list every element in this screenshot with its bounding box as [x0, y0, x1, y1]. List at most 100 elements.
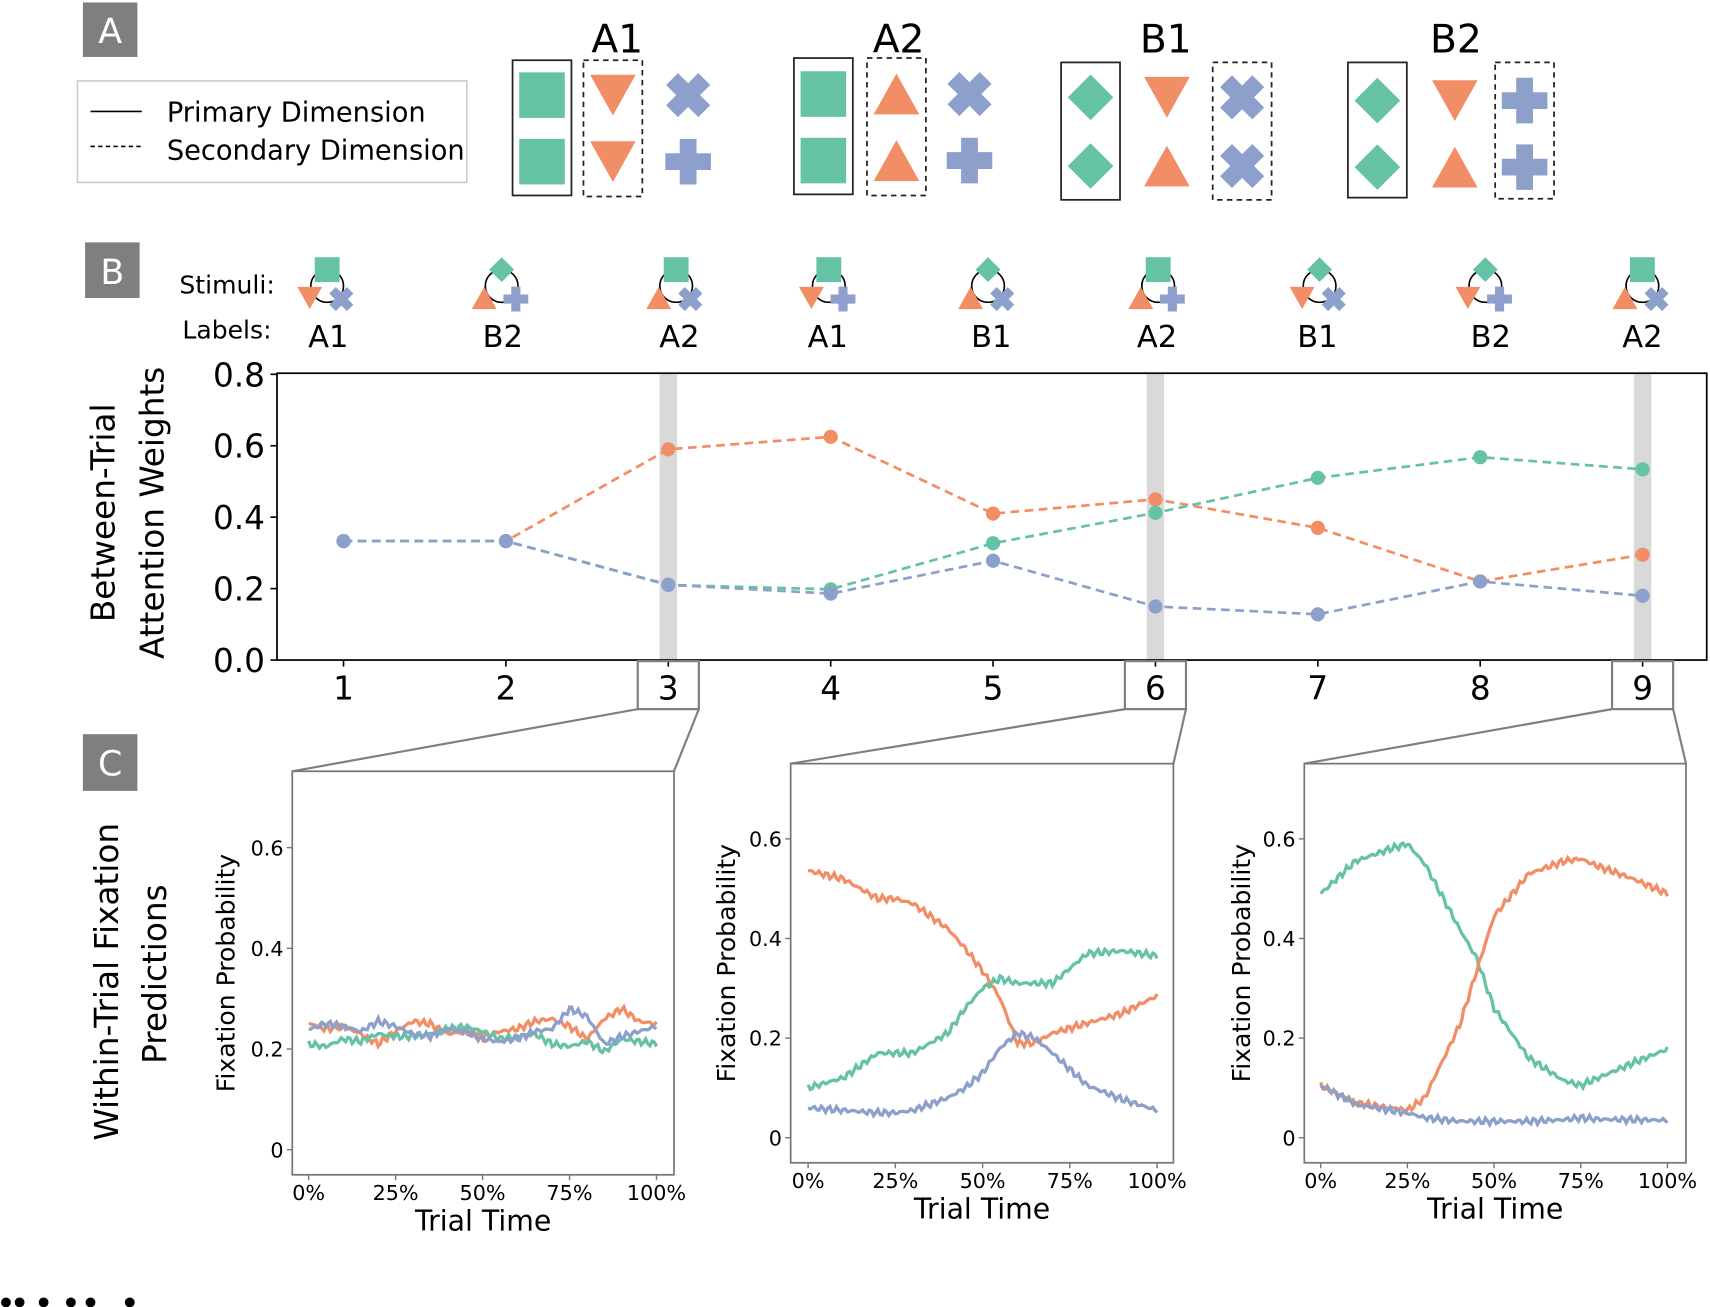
subplot-frame	[291, 770, 675, 1176]
square-icon	[314, 257, 340, 283]
y-tick-label: 0.8	[213, 356, 265, 394]
square-icon	[800, 71, 847, 117]
cross-icon	[328, 285, 355, 313]
plus-icon	[946, 137, 993, 184]
primary-dimension-box	[511, 59, 573, 197]
x-tick-label: 5	[983, 669, 1004, 707]
legend-primary-label: Primary Dimension	[167, 97, 426, 128]
subplot-frame	[789, 762, 1175, 1164]
x-axis-label: Trial Time	[913, 1192, 1050, 1225]
y-tick-label: 0.4	[749, 927, 782, 951]
y-tick-label: 0.2	[749, 1027, 782, 1051]
x-tick-label: 25%	[1384, 1169, 1430, 1193]
zoom-connector	[1672, 708, 1688, 764]
category-title: B1	[1140, 18, 1192, 63]
data-point-blue	[1310, 607, 1325, 622]
cross-icon	[945, 70, 994, 119]
plus-icon	[1159, 286, 1185, 312]
diamond-icon	[1067, 74, 1114, 121]
triangle-down-icon	[1289, 286, 1315, 310]
plus-icon	[665, 138, 711, 185]
y-axis-label: Fixation Probability	[211, 854, 240, 1093]
y-tick-label: 0.4	[251, 937, 284, 961]
plus-icon	[1501, 77, 1548, 124]
triangle-up-icon	[873, 73, 920, 115]
fixation-line-green	[1319, 840, 1669, 1092]
x-tick-label: 1	[333, 669, 354, 707]
data-point-blue	[1473, 574, 1488, 589]
y-tick-label: 0.2	[213, 571, 265, 609]
stray-dots	[1, 1297, 135, 1307]
data-point-blue	[661, 577, 676, 592]
cross-icon	[677, 285, 704, 313]
triangle-down-icon	[1455, 286, 1481, 310]
square-icon	[1629, 257, 1655, 283]
data-point-blue	[985, 553, 1001, 568]
y-tick-label: 0.6	[213, 428, 265, 466]
x-tick-label: 50%	[960, 1169, 1006, 1193]
y-tick-label: 0.4	[1263, 927, 1296, 951]
data-point-orange	[661, 442, 676, 457]
fixation-line-green	[806, 946, 1159, 1092]
fixation-subplot-trial-3: 0 0.2 0.4 0.6 0% 25% 50% 75% 100% Trial Time Fixat…	[211, 770, 686, 1237]
highlight-trial-3	[659, 374, 678, 661]
zoom-box-trial-6	[1123, 660, 1188, 711]
panel-a-badge	[82, 2, 138, 57]
cross-icon	[1643, 285, 1670, 313]
panel-b-letter: B	[100, 253, 124, 293]
x-tick-label: 75%	[1558, 1169, 1604, 1193]
stimulus-4: A1	[798, 257, 856, 355]
stimulus-7: B1	[1289, 257, 1347, 355]
y-tick-label: 0	[769, 1126, 782, 1150]
y-tick-label: 0.4	[213, 499, 265, 537]
y-tick-label: 0.6	[251, 836, 284, 860]
cross-icon	[1218, 73, 1267, 122]
primary-dimension-box	[793, 57, 854, 196]
data-point-orange	[1310, 520, 1325, 535]
series-line-blue	[343, 539, 1643, 616]
stimulus-6: A2	[1128, 257, 1185, 355]
y-tick-label: 0	[270, 1138, 283, 1162]
secondary-dimension-box	[1211, 61, 1273, 201]
zoom-connector	[1172, 708, 1188, 764]
secondary-dimension-box	[582, 59, 644, 198]
data-point-orange	[985, 506, 1001, 521]
cross-icon	[989, 285, 1016, 313]
y-axis-label: Fixation Probability	[1227, 844, 1256, 1083]
zoom-connector	[672, 708, 700, 772]
trial-label: A2	[659, 320, 699, 355]
trial-label: B2	[1471, 320, 1511, 355]
x-tick-label: 75%	[1047, 1169, 1093, 1193]
x-tick-label: 7	[1307, 669, 1328, 707]
x-tick-label: 75%	[547, 1181, 593, 1205]
labels-label: Labels:	[182, 315, 271, 344]
diamond-icon	[1307, 257, 1333, 283]
triangle-down-icon	[297, 286, 323, 310]
triangle-up-icon	[1432, 146, 1478, 188]
fixation-subplot-trial-6: 0 0.2 0.4 0.6 0% 25% 50% 75% 100% Trial Time Fixat…	[712, 762, 1187, 1225]
x-tick-label: 50%	[1471, 1169, 1517, 1193]
diamond-icon	[1067, 143, 1114, 189]
fixation-subplot-trial-9: 0 0.2 0.4 0.6 0% 25% 50% 75% 100% Trial Time Fixat…	[1227, 762, 1697, 1225]
y-axis-label: Fixation Probability	[712, 844, 741, 1083]
square-icon	[663, 257, 689, 283]
fixation-line-blue	[308, 1005, 658, 1047]
data-point-orange	[1635, 547, 1650, 562]
y-tick-label: 0.0	[213, 642, 265, 680]
secondary-dimension-box	[866, 57, 927, 197]
stimulus-5: B1	[958, 257, 1016, 355]
triangle-up-icon	[1144, 145, 1190, 187]
square-icon	[1145, 257, 1171, 283]
diamond-icon	[1354, 144, 1401, 190]
x-tick-label: 25%	[872, 1169, 918, 1193]
panel-c-ylabel-line2: Predictions	[136, 884, 174, 1064]
data-point-orange	[823, 429, 838, 444]
data-point-green	[1310, 470, 1325, 485]
panel-c: C Within-Trial Fixation Predictions 0 0.2…	[82, 734, 1697, 1237]
primary-dimension-box	[1060, 61, 1121, 201]
triangle-up-icon	[873, 140, 920, 181]
data-point-orange	[1148, 492, 1163, 507]
trial-label: A1	[808, 320, 848, 355]
x-tick-label: 100%	[627, 1181, 686, 1205]
square-icon	[519, 72, 565, 118]
